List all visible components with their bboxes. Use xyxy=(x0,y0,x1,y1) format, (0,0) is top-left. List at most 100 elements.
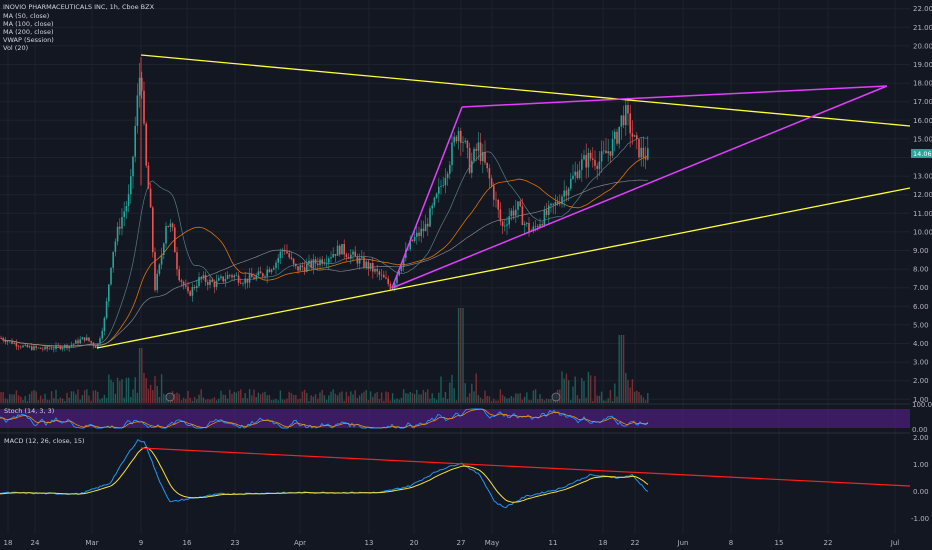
volume-bar xyxy=(251,395,253,403)
symbol-title[interactable]: INOVIO PHARMACEUTICALS INC, 1h, Cboe BZX xyxy=(3,3,155,11)
magenta-support-line[interactable] xyxy=(391,85,888,289)
candle-body xyxy=(576,171,579,178)
candle-body xyxy=(372,263,374,272)
volume-bar xyxy=(471,383,473,403)
candle-body xyxy=(622,115,625,126)
candle-body xyxy=(556,202,559,204)
candle-body xyxy=(75,340,77,344)
candle-body xyxy=(44,346,46,350)
volume-bar xyxy=(477,395,480,403)
volume-bar xyxy=(576,395,579,403)
volume-bar xyxy=(407,393,409,403)
magenta-left-leg[interactable] xyxy=(391,106,463,289)
candle-body xyxy=(376,268,378,272)
volume-bar xyxy=(193,396,196,403)
candle-body xyxy=(339,245,341,255)
yellow-support-line[interactable] xyxy=(96,187,911,349)
legend-ma100[interactable]: MA (100, close) xyxy=(3,20,53,28)
volume-bar xyxy=(510,395,513,403)
candle-body xyxy=(431,205,433,209)
volume-bar xyxy=(464,383,466,403)
earnings-icon[interactable] xyxy=(551,392,561,402)
candle-body xyxy=(101,330,103,339)
candle-body xyxy=(490,178,493,186)
volume-bar xyxy=(50,391,53,403)
volume-bar xyxy=(614,383,616,403)
volume-bar xyxy=(31,391,33,403)
volume-bar xyxy=(420,394,422,403)
candle-body xyxy=(99,338,101,344)
candle-body xyxy=(116,226,119,242)
candle-body xyxy=(356,256,359,264)
candle-body xyxy=(46,346,48,349)
volume-bar xyxy=(147,388,150,403)
volume-bar xyxy=(609,390,612,403)
candle-body xyxy=(609,151,612,156)
candle-body xyxy=(321,259,323,264)
volume-bar xyxy=(154,376,156,403)
candle-body xyxy=(295,263,297,267)
candle-body xyxy=(374,268,376,272)
candle-body xyxy=(50,348,53,350)
magenta-top-leg[interactable] xyxy=(461,98,624,108)
volume-bar xyxy=(277,400,279,403)
ma200-line xyxy=(0,179,648,347)
candle-body xyxy=(581,159,583,170)
volume-bar xyxy=(218,398,220,403)
macd-trendline[interactable] xyxy=(140,447,911,487)
legend-ma200[interactable]: MA (200, close) xyxy=(3,28,53,36)
yellow-resistance-line[interactable] xyxy=(140,54,911,127)
volume-bar xyxy=(242,398,244,403)
volume-bar xyxy=(211,398,213,403)
volume-bar xyxy=(39,395,42,403)
time-tick-label: 8 xyxy=(729,539,733,547)
volume-bar xyxy=(325,399,328,403)
volume-bar xyxy=(229,389,231,403)
volume-bar xyxy=(512,397,515,403)
candle-body xyxy=(400,266,403,272)
legend-ma50[interactable]: MA (50, close) xyxy=(3,12,49,20)
candle-body xyxy=(325,262,328,264)
volume-bar xyxy=(97,391,99,403)
magenta-upper-line[interactable] xyxy=(622,85,888,100)
volume-bar xyxy=(59,397,62,403)
candle-body xyxy=(561,196,563,204)
volume-bar xyxy=(638,391,640,403)
volume-bar xyxy=(246,398,249,403)
candle-body xyxy=(215,280,218,288)
candle-body xyxy=(319,259,321,266)
volume-bar xyxy=(180,400,183,403)
time-tick-label: Jul xyxy=(890,539,900,547)
candle-body xyxy=(543,210,546,226)
volume-bar xyxy=(600,391,603,403)
candle-body xyxy=(585,155,587,168)
price-axis[interactable]: 22.00 21.00 20.00 19.00 18.00 17.00 16.00 15.00… xyxy=(913,5,932,404)
legend-vwap[interactable]: VWAP (Session) xyxy=(3,36,54,44)
volume-bar xyxy=(369,391,372,403)
candle-body xyxy=(284,249,286,252)
volume-bar xyxy=(640,395,642,403)
candle-body xyxy=(198,276,200,287)
volume-bar xyxy=(545,398,548,403)
volume-bar xyxy=(479,397,482,403)
volume-bar xyxy=(473,391,475,403)
price-tick-label: 6.00 xyxy=(913,303,929,311)
earnings-icon[interactable] xyxy=(165,392,175,402)
candle-body xyxy=(642,147,645,158)
candle-body xyxy=(86,337,88,341)
volume-bar xyxy=(281,399,284,403)
volume-bar xyxy=(534,389,537,403)
volume-bar xyxy=(383,400,385,403)
candle-body xyxy=(312,259,315,268)
time-axis[interactable]: 18 24 Mar 9 16 23 Apr 13 20 27 May 11 18 22 Jun 8 15 22 Ju… xyxy=(4,539,900,547)
candle-body xyxy=(640,147,642,158)
candle-body xyxy=(495,199,497,201)
candle-body xyxy=(79,339,81,344)
volume-bar xyxy=(416,389,418,403)
candle-body xyxy=(330,257,332,259)
candle-body xyxy=(493,185,495,200)
legend-vol[interactable]: Vol (20) xyxy=(3,44,28,52)
volume-bar xyxy=(189,397,191,403)
volume-bar xyxy=(631,379,634,403)
volume-bar xyxy=(598,395,601,403)
